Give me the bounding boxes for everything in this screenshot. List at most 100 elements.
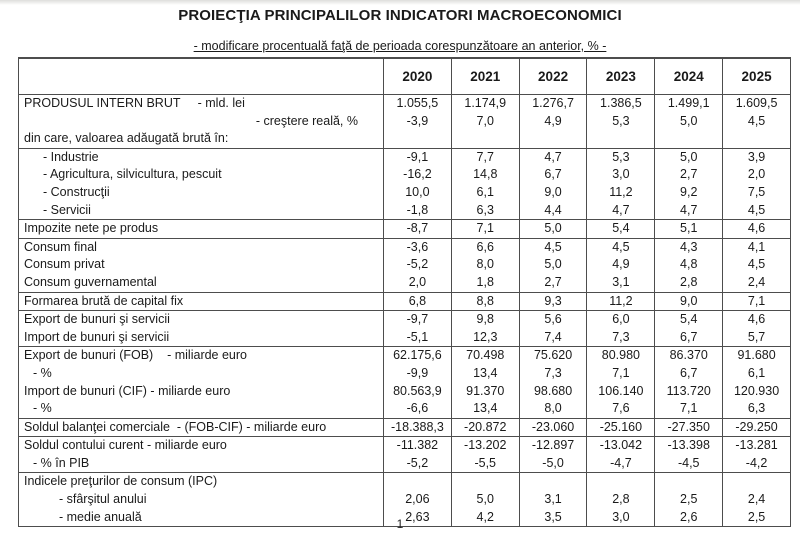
row-label: Export de bunuri (FOB) - miliarde euro: [18, 346, 384, 365]
cell-value: -6,6: [383, 400, 452, 419]
cell-value: [722, 130, 791, 149]
cell-value: 4,4: [518, 201, 587, 220]
year-header-2020: 2020: [383, 57, 452, 95]
table-row: Soldul contului curent - miliarde euro -1…: [18, 436, 791, 455]
cell-value: -13.398: [654, 436, 723, 455]
cell-value: 5,6: [518, 310, 587, 329]
page-number: 1: [396, 517, 404, 531]
cell-value: 106.140: [586, 382, 655, 401]
cell-value: 4,7: [518, 147, 587, 167]
cell-value: 4,5: [722, 256, 791, 274]
cell-value: 5,0: [518, 256, 587, 274]
cell-value: 6,7: [518, 166, 587, 184]
cell-value: [654, 130, 723, 149]
cell-value: 7,4: [518, 328, 587, 347]
cell-value: 3,0: [586, 166, 655, 184]
table-row: - Construcţii 10,0 6,1 9,0 11,2 9,2 7,5: [19, 183, 791, 202]
cell-value: 4,9: [518, 112, 587, 131]
cell-value: 4,6: [722, 310, 791, 329]
cell-value: 5,0: [518, 219, 587, 239]
cell-value: 4,8: [654, 256, 723, 274]
cell-value: 91.370: [450, 382, 520, 401]
table-body: PRODUSUL INTERN BRUT - mld. lei 1.055,5 1.…: [18, 94, 791, 527]
year-header-2021: 2021: [450, 57, 520, 95]
cell-value: -4,5: [654, 454, 723, 473]
cell-value: [586, 130, 655, 149]
cell-value: 80.563,9: [383, 382, 452, 401]
cell-value: -13.281: [722, 436, 791, 455]
table-row: Export de bunuri şi servicii -9,7 9,8 5,6 6,…: [18, 310, 791, 329]
cell-value: 120.930: [722, 382, 791, 401]
cell-value: 7,1: [654, 400, 723, 419]
table-row: - % -6,6 13,4 8,0 7,6 7,1 6,3: [19, 400, 791, 419]
cell-value: 98.680: [518, 382, 587, 401]
cell-value: 7,5: [722, 183, 791, 202]
table-row: - Industrie -9,1 7,7 4,7 5,3 5,0 3,9: [18, 147, 791, 167]
cell-value: 6,7: [654, 328, 723, 347]
cell-value: -3,9: [383, 112, 452, 131]
cell-value: -1,8: [383, 201, 452, 220]
cell-value: -13.202: [450, 436, 520, 455]
row-label: - Construcţii: [43, 184, 110, 199]
cell-value: 6,8: [383, 291, 452, 311]
year-header-2024: 2024: [654, 57, 724, 95]
table-row: PRODUSUL INTERN BRUT - mld. lei 1.055,5 1.…: [19, 94, 791, 113]
cell-value: -5,2: [383, 256, 452, 274]
row-label: Soldul balanţei comerciale - (FOB-CIF) -…: [18, 417, 384, 437]
cell-value: 8,8: [450, 291, 520, 311]
cell-value: 13,4: [450, 364, 520, 383]
row-label: Indicele preţurilor de consum (IPC): [18, 472, 384, 492]
table-row: - % -9,9 13,4 7,3 7,1 6,7 6,1: [19, 364, 791, 383]
cell-value: 4,3: [654, 237, 723, 257]
cell-value: 6,7: [654, 364, 723, 383]
cell-value: 4,5: [722, 112, 791, 131]
cell-value: 3,9: [722, 147, 791, 167]
cell-value: 4,9: [586, 256, 655, 274]
cell-value: -23.060: [518, 417, 587, 437]
table-row: - sfârşitul anului 2,06 5,0 3,1 2,8 2,5 2,4: [19, 491, 791, 509]
cell-value: 2,8: [586, 491, 655, 509]
row-label: Import de bunuri şi servicii: [24, 329, 170, 344]
table-row: - Servicii -1,8 6,3 4,4 4,7 4,7 4,5: [19, 201, 791, 220]
cell-value: -5,0: [518, 454, 587, 473]
cell-value: 91.680: [722, 346, 791, 365]
table-row: Import de bunuri (CIF) - miliarde euro 80…: [19, 382, 791, 401]
cell-value: -13.042: [586, 436, 655, 455]
table-row: Import de bunuri şi servicii -5,1 12,3 7,4 7…: [19, 328, 791, 347]
cell-value: 11,2: [586, 183, 655, 202]
table-row: Consum final -3,6 6,6 4,5 4,5 4,3 4,1: [18, 237, 791, 257]
cell-value: 7,1: [450, 219, 520, 239]
cell-value: -4,7: [586, 454, 655, 473]
cell-value: 4,7: [586, 201, 655, 220]
table-row: - creştere reală, % -3,9 7,0 4,9 5,3 5,0 4,5: [19, 112, 791, 131]
cell-value: 5,1: [654, 219, 723, 239]
row-label: - Servicii: [43, 202, 91, 217]
cell-value: [383, 472, 452, 492]
cell-value: 6,0: [586, 310, 655, 329]
cell-value: 7,3: [586, 328, 655, 347]
cell-value: 3,0: [586, 508, 655, 527]
cell-value: 7,0: [450, 112, 520, 131]
cell-value: 9,0: [654, 291, 723, 311]
cell-value: [654, 472, 723, 492]
row-label: - %: [33, 365, 52, 380]
cell-value: 1.609,5: [722, 94, 791, 113]
cell-value: 7,7: [450, 147, 520, 167]
table-row: - % în PIB -5,2 -5,5 -5,0 -4,7 -4,5 -4,2: [19, 454, 791, 473]
cell-value: 1.055,5: [383, 94, 452, 113]
table-row: Export de bunuri (FOB) - miliarde euro 62…: [18, 346, 791, 365]
cell-value: 5,3: [586, 147, 655, 167]
cell-value: 13,4: [450, 400, 520, 419]
table-row: Consum privat -5,2 8,0 5,0 4,9 4,8 4,5: [19, 256, 791, 274]
row-label: - %: [33, 401, 52, 416]
cell-value: 4,6: [722, 219, 791, 239]
cell-value: 2,5: [722, 508, 791, 527]
page-title: PROIECŢIA PRINCIPALILOR INDICATORI MACRO…: [178, 7, 622, 24]
cell-value: [518, 130, 587, 149]
cell-value: -20.872: [450, 417, 520, 437]
row-label: Import de bunuri (CIF) - miliarde euro: [24, 383, 231, 398]
cell-value: 4,5: [518, 237, 587, 257]
cell-value: 113.720: [654, 382, 723, 401]
cell-value: 8,0: [450, 256, 520, 274]
table-row: Formarea brută de capital fix 6,8 8,8 9,3 11…: [18, 291, 791, 311]
